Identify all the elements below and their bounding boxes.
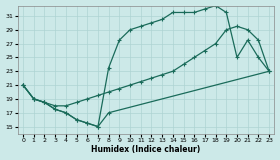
X-axis label: Humidex (Indice chaleur): Humidex (Indice chaleur) <box>92 145 201 154</box>
